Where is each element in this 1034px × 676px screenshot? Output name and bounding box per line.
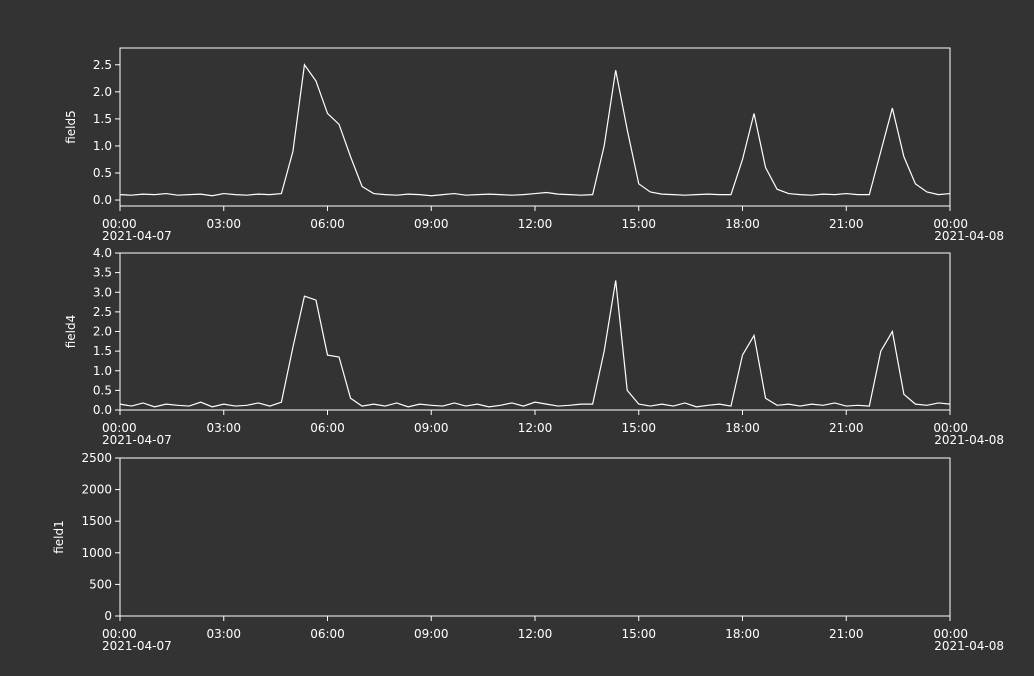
y-tick-label: 0 <box>104 609 112 623</box>
x-tick-label: 00:00 <box>102 627 137 641</box>
x-tick-label: 15:00 <box>621 217 656 231</box>
y-tick-label: 2.5 <box>93 305 112 319</box>
y-tick-label: 1500 <box>81 514 112 528</box>
y-tick-label: 2.5 <box>93 58 112 72</box>
x-tick-label: 09:00 <box>414 627 449 641</box>
x-tick-label: 00:00 <box>933 217 968 231</box>
x-tick-label: 18:00 <box>725 421 760 435</box>
x-date-label: 2021-04-08 <box>934 229 1004 243</box>
x-tick-label: 03:00 <box>206 421 241 435</box>
x-tick-label: 03:00 <box>206 627 241 641</box>
x-tick-label: 00:00 <box>102 217 137 231</box>
x-tick-label: 12:00 <box>518 421 553 435</box>
x-tick-label: 12:00 <box>518 217 553 231</box>
x-tick-label: 00:00 <box>933 421 968 435</box>
x-tick-label: 18:00 <box>725 217 760 231</box>
x-tick-label: 15:00 <box>621 627 656 641</box>
data-line <box>119 63 951 197</box>
y-tick-label: 2.0 <box>93 325 112 339</box>
x-tick-label: 15:00 <box>621 421 656 435</box>
y-tick-label: 2000 <box>81 483 112 497</box>
x-tick-label: 00:00 <box>102 421 137 435</box>
x-tick-label: 09:00 <box>414 421 449 435</box>
x-date-label: 2021-04-07 <box>102 229 172 243</box>
y-tick-label: 3.5 <box>93 266 112 280</box>
y-tick-label: 1.5 <box>93 112 112 126</box>
y-tick-label: 0.0 <box>93 193 112 207</box>
y-tick-label: 500 <box>89 577 112 591</box>
x-tick-label: 06:00 <box>310 421 345 435</box>
y-tick-label: 1000 <box>81 546 112 560</box>
y-tick-label: 1.5 <box>93 344 112 358</box>
x-date-label: 2021-04-08 <box>934 433 1004 447</box>
y-tick-label: 0.0 <box>93 403 112 417</box>
y-axis-label: field5 <box>64 110 78 144</box>
y-axis-label: field4 <box>64 315 78 349</box>
y-tick-label: 0.5 <box>93 166 112 180</box>
x-date-label: 2021-04-08 <box>934 639 1004 653</box>
x-tick-label: 12:00 <box>518 627 553 641</box>
x-tick-label: 21:00 <box>829 217 864 231</box>
y-tick-label: 3.0 <box>93 285 112 299</box>
x-tick-label: 21:00 <box>829 421 864 435</box>
plot-frame <box>119 47 951 207</box>
y-tick-label: 1.0 <box>93 364 112 378</box>
x-tick-label: 06:00 <box>310 627 345 641</box>
x-tick-label: 00:00 <box>933 627 968 641</box>
x-tick-label: 06:00 <box>310 217 345 231</box>
y-axis-label: field1 <box>52 520 66 554</box>
data-line <box>119 280 951 408</box>
y-tick-label: 2.0 <box>93 85 112 99</box>
x-tick-label: 21:00 <box>829 627 864 641</box>
x-date-label: 2021-04-07 <box>102 639 172 653</box>
y-tick-label: 2500 <box>81 451 112 465</box>
plot-frame <box>119 252 951 411</box>
x-tick-label: 18:00 <box>725 627 760 641</box>
plot-frame <box>119 457 951 617</box>
x-date-label: 2021-04-07 <box>102 433 172 447</box>
y-tick-label: 0.5 <box>93 383 112 397</box>
x-tick-label: 03:00 <box>206 217 241 231</box>
y-tick-label: 4.0 <box>93 246 112 260</box>
x-tick-label: 09:00 <box>414 217 449 231</box>
y-tick-label: 1.0 <box>93 139 112 153</box>
